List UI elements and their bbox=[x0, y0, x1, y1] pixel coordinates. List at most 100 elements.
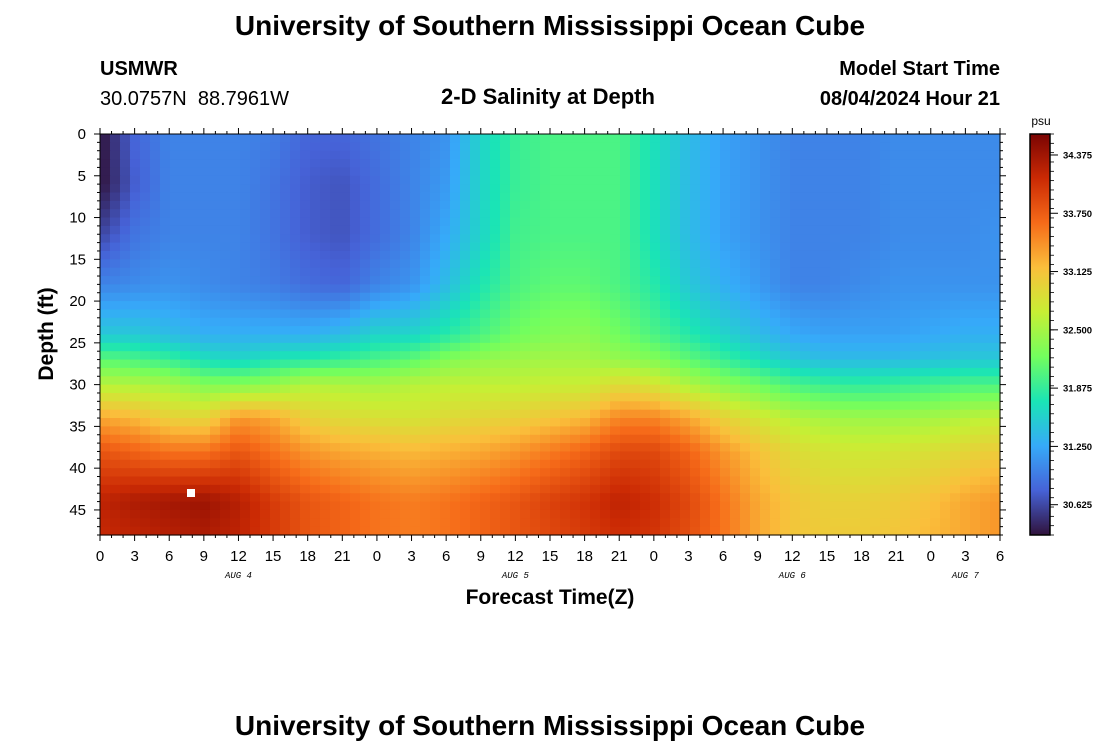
heatmap-cell bbox=[160, 434, 171, 444]
heatmap-cell bbox=[500, 401, 511, 411]
heatmap-cell bbox=[630, 509, 641, 519]
heatmap-cell bbox=[520, 334, 531, 344]
heatmap-cell bbox=[510, 317, 521, 327]
heatmap-cell bbox=[350, 342, 361, 352]
heatmap-cell bbox=[820, 376, 831, 386]
heatmap-cell bbox=[460, 501, 471, 511]
heatmap-cell bbox=[900, 351, 911, 361]
heatmap-cell bbox=[100, 159, 111, 169]
heatmap-cell bbox=[680, 418, 691, 427]
heatmap-cell bbox=[390, 234, 401, 244]
heatmap-cell bbox=[980, 134, 991, 143]
heatmap-cell bbox=[620, 392, 631, 402]
heatmap-cell bbox=[100, 134, 111, 143]
heatmap-cell bbox=[150, 434, 161, 444]
heatmap-cell bbox=[220, 159, 231, 169]
heatmap-cell bbox=[330, 342, 341, 352]
heatmap-cell bbox=[270, 292, 281, 302]
heatmap-cell bbox=[340, 493, 351, 503]
heatmap-cell bbox=[810, 418, 821, 427]
heatmap-cell bbox=[340, 134, 351, 143]
heatmap-cell bbox=[700, 276, 711, 285]
heatmap-cell bbox=[960, 526, 971, 536]
heatmap-cell bbox=[650, 392, 661, 402]
heatmap-cell bbox=[240, 351, 251, 361]
heatmap-cell bbox=[680, 309, 691, 319]
heatmap-cell bbox=[610, 184, 621, 194]
heatmap-cell bbox=[370, 493, 381, 503]
heatmap-cell bbox=[990, 376, 1001, 386]
heatmap-cell bbox=[640, 359, 651, 369]
heatmap-cell bbox=[760, 292, 771, 302]
heatmap-cell bbox=[320, 200, 331, 210]
heatmap-cell bbox=[840, 342, 851, 352]
heatmap-cell bbox=[940, 401, 951, 411]
heatmap-cell bbox=[880, 459, 891, 469]
heatmap-cell bbox=[650, 367, 661, 377]
heatmap-cell bbox=[900, 217, 911, 227]
heatmap-cell bbox=[520, 134, 531, 143]
heatmap-cell bbox=[970, 426, 981, 436]
heatmap-cell bbox=[340, 443, 351, 453]
heatmap-cell bbox=[870, 184, 881, 194]
heatmap-cell bbox=[210, 167, 221, 177]
heatmap-cell bbox=[300, 167, 311, 177]
heatmap-cell bbox=[880, 284, 891, 294]
heatmap-cell bbox=[280, 234, 291, 244]
heatmap-cell bbox=[440, 392, 451, 402]
heatmap-cell bbox=[750, 259, 761, 269]
heatmap-cell bbox=[940, 234, 951, 244]
heatmap-cell bbox=[730, 434, 741, 444]
heatmap-cell bbox=[230, 518, 241, 528]
heatmap-cell bbox=[950, 418, 961, 427]
heatmap-cell bbox=[410, 209, 421, 219]
heatmap-cell bbox=[540, 175, 551, 185]
heatmap-cell bbox=[320, 225, 331, 235]
heatmap-cell bbox=[490, 342, 501, 352]
heatmap-cell bbox=[770, 518, 781, 528]
heatmap-cell bbox=[830, 493, 841, 503]
heatmap-cell bbox=[330, 434, 341, 444]
heatmap-cell bbox=[500, 351, 511, 361]
heatmap-cell bbox=[900, 384, 911, 394]
heatmap-cell bbox=[300, 276, 311, 285]
heatmap-cell bbox=[700, 150, 711, 160]
heatmap-cell bbox=[810, 384, 821, 394]
heatmap-cell bbox=[910, 142, 921, 152]
heatmap-cell bbox=[150, 267, 161, 277]
heatmap-cell bbox=[380, 150, 391, 160]
heatmap-cell bbox=[230, 351, 241, 361]
heatmap-cell bbox=[250, 317, 261, 327]
heatmap-cell bbox=[150, 309, 161, 319]
heatmap-cell bbox=[300, 493, 311, 503]
heatmap-cell bbox=[270, 200, 281, 210]
heatmap-cell bbox=[600, 159, 611, 169]
heatmap-cell bbox=[820, 401, 831, 411]
heatmap-cell bbox=[720, 451, 731, 461]
heatmap-cell bbox=[960, 150, 971, 160]
heatmap-cell bbox=[440, 526, 451, 536]
heatmap-cell bbox=[640, 200, 651, 210]
heatmap-cell bbox=[270, 351, 281, 361]
heatmap-cell bbox=[650, 409, 661, 419]
heatmap-cell bbox=[700, 242, 711, 252]
heatmap-cell bbox=[410, 250, 421, 260]
heatmap-cell bbox=[280, 317, 291, 327]
heatmap-cell bbox=[280, 192, 291, 202]
heatmap-cell bbox=[180, 334, 191, 344]
heatmap-cell bbox=[340, 426, 351, 436]
heatmap-cell bbox=[520, 409, 531, 419]
heatmap-cell bbox=[900, 250, 911, 260]
heatmap-cell bbox=[120, 476, 131, 486]
heatmap-cell bbox=[180, 526, 191, 536]
heatmap-cell bbox=[400, 409, 411, 419]
heatmap-cell bbox=[200, 326, 211, 336]
heatmap-cell bbox=[360, 309, 371, 319]
heatmap-cell bbox=[670, 309, 681, 319]
heatmap-cell bbox=[660, 401, 671, 411]
heatmap-cell bbox=[640, 443, 651, 453]
heatmap-cell bbox=[110, 276, 121, 285]
heatmap-cell bbox=[110, 175, 121, 185]
heatmap-cell bbox=[250, 392, 261, 402]
heatmap-cell bbox=[970, 501, 981, 511]
